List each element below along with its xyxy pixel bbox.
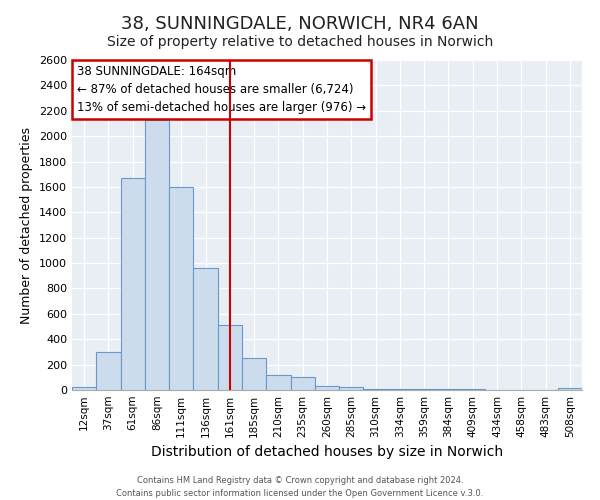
Bar [72, 388, 96, 390]
Text: Size of property relative to detached houses in Norwich: Size of property relative to detached ho… [107, 35, 493, 49]
Bar [558, 388, 582, 390]
Bar [193, 268, 218, 390]
Text: 38, SUNNINGDALE, NORWICH, NR4 6AN: 38, SUNNINGDALE, NORWICH, NR4 6AN [121, 15, 479, 33]
Text: 38 SUNNINGDALE: 164sqm
← 87% of detached houses are smaller (6,724)
13% of semi-: 38 SUNNINGDALE: 164sqm ← 87% of detached… [77, 65, 366, 114]
Bar [266, 375, 290, 390]
Bar [242, 358, 266, 390]
Bar [121, 178, 145, 390]
Bar [169, 187, 193, 390]
Y-axis label: Number of detached properties: Number of detached properties [20, 126, 34, 324]
Bar [290, 378, 315, 390]
Bar [315, 386, 339, 390]
Bar [96, 352, 121, 390]
Text: Contains HM Land Registry data © Crown copyright and database right 2024.
Contai: Contains HM Land Registry data © Crown c… [116, 476, 484, 498]
Bar [218, 326, 242, 390]
X-axis label: Distribution of detached houses by size in Norwich: Distribution of detached houses by size … [151, 446, 503, 460]
Bar [145, 120, 169, 390]
Bar [364, 388, 388, 390]
Bar [339, 388, 364, 390]
